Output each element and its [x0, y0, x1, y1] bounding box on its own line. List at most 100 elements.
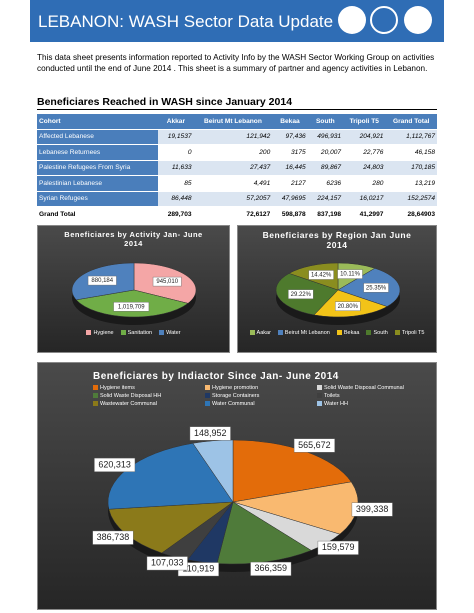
table-cell: 11,633: [158, 160, 194, 176]
data-label: 25.35%: [366, 285, 387, 291]
legend-item: Hygiene promotion: [205, 385, 310, 391]
column-header: Tripoli T5: [343, 114, 386, 130]
table-cell: 204,921: [343, 129, 386, 145]
legend-label: Solid Waste Disposal HH: [100, 393, 162, 399]
table-cell: 41,2997: [343, 206, 386, 223]
label-box: [293, 438, 335, 453]
table-cell: 19,1537: [158, 129, 194, 145]
legend-label: Hygiene: [93, 330, 114, 336]
table-cell: 20,007: [307, 144, 344, 161]
data-label: 1,019,709: [118, 304, 145, 310]
legend-item: Solid Waste Disposal HH: [93, 393, 198, 399]
column-header: Akkar: [158, 114, 194, 130]
table-cell: Syrian Refugees: [37, 191, 159, 207]
logo: [370, 6, 398, 34]
table-cell: 86,448: [158, 191, 194, 207]
table-cell: 97,436: [272, 129, 308, 145]
data-label: 10.11%: [340, 272, 361, 278]
chart-title: Beneficiares by Activity Jan- June 2014: [64, 230, 203, 248]
table-cell: 121,942: [193, 129, 273, 145]
table-cell: Affected Lebanese: [37, 129, 159, 145]
legend-label: Beirut Mt Lebanon: [284, 330, 330, 336]
pie-slice: [192, 439, 234, 503]
table-cell: Grand Total: [37, 206, 159, 223]
data-label: 110,919: [182, 564, 214, 574]
legend: Aakar Beirut Mt Lebanon Bekaa South Tripoli …: [238, 330, 436, 336]
legend-label: Water Communal: [212, 401, 255, 407]
legend-swatch: [159, 330, 165, 336]
pie-slice: [216, 501, 312, 565]
label-box: [146, 556, 188, 571]
label-box: [152, 276, 182, 287]
legend-label: Sanitation: [127, 330, 153, 336]
pie-chart: Beneficiares by Indiactor Since Jan- Jun…: [37, 362, 437, 610]
legend-swatch: [205, 393, 210, 399]
table-cell: 170,185: [385, 160, 437, 176]
legend-label: Tripoli T5: [401, 330, 425, 336]
legend-label: Water HH: [324, 401, 348, 407]
intro-text: This data sheet presents information rep…: [37, 53, 435, 73]
label-box: [308, 270, 334, 280]
table-cell: 16,445: [272, 160, 308, 176]
data-label: 159,579: [322, 542, 355, 552]
data-label: 880,184: [91, 278, 113, 284]
data-label: 20.80%: [338, 304, 359, 310]
legend-swatch: [205, 401, 210, 407]
legend-item: Toilets: [317, 393, 427, 399]
legend-swatch: [205, 385, 210, 391]
table-cell: 289,703: [158, 206, 194, 223]
pie-plot: 945,010 1,019,709 880,184: [71, 262, 197, 325]
table-cell: 1,112,767: [385, 129, 437, 145]
table-cell: 2127: [272, 175, 308, 192]
table-cell: 72,6127: [193, 206, 273, 223]
data-label: 29.22%: [291, 292, 312, 298]
logo: [404, 6, 432, 34]
data-table: Cohort Akkar Beirut Mt Lebanon Bekaa South Tr…: [37, 114, 437, 223]
label-box: [92, 530, 134, 545]
legend-swatch: [86, 330, 92, 336]
legend-label: Hygiene promotion: [212, 385, 259, 391]
table-cell: 47,9695: [272, 191, 308, 207]
data-label: 386,738: [97, 532, 130, 542]
legend-label: Hygiene items: [100, 385, 135, 391]
legend: Hygiene items Hygiene promotion Solid Wast…: [38, 385, 436, 407]
table-cell: 89,867: [307, 160, 344, 176]
table-row: Lebanese Returnees 0 200 3175 20,007 22,776 46…: [37, 144, 437, 161]
table-row: Palestine Refugees From Syria 11,633 27,43…: [37, 160, 437, 176]
data-label: 14.42%: [311, 273, 332, 279]
header-title: LEBANON: WASH Sector Data Update: [38, 12, 334, 31]
table-cell: 0: [158, 144, 194, 161]
data-label: 148,952: [194, 428, 227, 438]
table-cell: 22,776: [343, 144, 386, 161]
table-cell: 598,878: [272, 206, 308, 223]
table-cell: 13,219: [385, 175, 437, 192]
chart-title: Beneficiares by Region Jan June 2014: [262, 230, 412, 250]
table-cell: 57,2057: [193, 191, 273, 207]
label-box: [317, 540, 359, 555]
legend-swatch: [249, 330, 255, 336]
data-label: 366,359: [255, 563, 288, 573]
table-cell: 27,437: [193, 160, 273, 176]
legend-item: Hygiene: [86, 330, 114, 336]
legend-item: Bekaa: [336, 330, 359, 336]
legend-swatch: [93, 385, 98, 391]
legend-item: Wastewater Communal: [93, 401, 198, 407]
column-header: South: [307, 114, 344, 130]
label-box: [288, 289, 314, 299]
legend-item: Water Communal: [205, 401, 310, 407]
label-box: [94, 457, 136, 472]
table-cell: 837,198: [307, 206, 344, 223]
legend-label: Water: [166, 330, 181, 336]
legend-item: Water HH: [317, 401, 427, 407]
table-cell: 200: [193, 144, 273, 161]
table-cell: Lebanese Returnees: [37, 144, 159, 161]
legend-swatch: [336, 330, 342, 336]
header-row: Cohort Akkar Beirut Mt Lebanon Bekaa South Tr…: [37, 114, 437, 130]
column-header: Beirut Mt Lebanon: [193, 114, 273, 130]
table-row: Syrian Refugees 86,448 57,2057 47,9695 224,1…: [37, 191, 437, 207]
table-cell: 496,931: [307, 129, 344, 145]
legend-swatch: [277, 330, 283, 336]
table-cell: 224,157: [307, 191, 344, 207]
legend-swatch: [317, 393, 322, 399]
table-cell: 152,2574: [385, 191, 437, 207]
